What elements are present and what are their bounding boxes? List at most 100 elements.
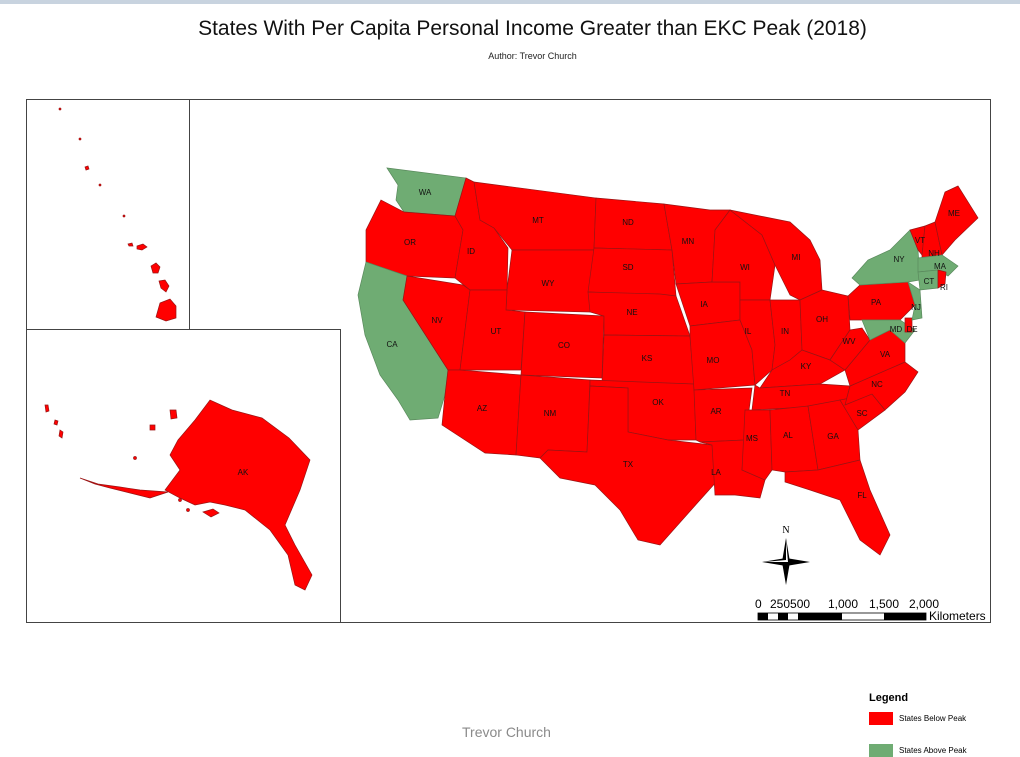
label-nc: NC <box>871 380 883 389</box>
label-ms: MS <box>746 434 758 443</box>
label-ar: AR <box>710 407 721 416</box>
label-ky: KY <box>801 362 812 371</box>
state-md <box>861 319 916 344</box>
window-top-border <box>0 0 1020 4</box>
state-hi-island <box>150 262 161 274</box>
label-ut: UT <box>491 327 502 336</box>
state-hi-island <box>84 165 90 171</box>
label-or: OR <box>404 238 416 247</box>
label-ia: IA <box>700 300 708 309</box>
label-ri: RI <box>940 283 948 292</box>
scale-bar: 0 250500 1,000 1,500 2,000 Kilometers <box>755 597 986 623</box>
state-ak-island <box>169 409 178 420</box>
label-ma: MA <box>934 262 947 271</box>
label-ne: NE <box>626 308 637 317</box>
label-wy: WY <box>542 279 556 288</box>
state-wy <box>505 249 595 313</box>
state-ar <box>693 387 753 443</box>
state-ak-island <box>178 498 182 502</box>
legend-swatch-above <box>869 744 893 757</box>
label-nv: NV <box>431 316 443 325</box>
state-me <box>934 185 979 256</box>
label-mt: MT <box>532 216 544 225</box>
state-ak-island <box>186 508 190 512</box>
legend-title: Legend <box>869 692 909 704</box>
legend-item-above: States Above Peak <box>869 744 967 757</box>
label-oh: OH <box>816 315 828 324</box>
label-il: IL <box>745 327 752 336</box>
map-author: Author: Trevor Church <box>488 51 577 61</box>
state-hi-island <box>136 243 148 251</box>
contiguous-us <box>357 167 979 556</box>
state-hi-island <box>98 183 102 187</box>
north-arrow-letter: N <box>782 525 789 536</box>
watermark-author: Trevor Church <box>462 724 551 740</box>
label-vt: VT <box>915 236 925 245</box>
label-tx: TX <box>623 460 634 469</box>
state-ia <box>675 281 741 327</box>
state-ak <box>164 399 313 591</box>
state-hi-island <box>78 137 82 141</box>
label-md: MD <box>890 325 903 334</box>
state-ak-island <box>53 419 59 426</box>
label-mo: MO <box>707 356 720 365</box>
label-de: DE <box>906 325 917 334</box>
state-ak-island <box>44 404 50 413</box>
state-hi-island <box>122 214 126 218</box>
legend-swatch-below <box>869 712 893 725</box>
label-id: ID <box>467 247 475 256</box>
label-ca: CA <box>386 340 398 349</box>
label-in: IN <box>781 327 789 336</box>
label-mn: MN <box>682 237 695 246</box>
label-fl: FL <box>857 491 867 500</box>
state-hi-island <box>158 279 170 293</box>
scale-tick-0: 0 <box>755 597 762 611</box>
state-ms <box>741 409 773 481</box>
north-arrow-icon: N <box>762 525 810 585</box>
label-wa: WA <box>419 188 432 197</box>
state-fl <box>784 459 891 556</box>
label-al: AL <box>783 431 793 440</box>
legend-label-above: States Above Peak <box>899 746 967 755</box>
state-ak-island <box>58 429 64 439</box>
label-la: LA <box>711 468 721 477</box>
label-ga: GA <box>827 432 839 441</box>
state-nj <box>907 281 923 321</box>
legend-item-below: States Below Peak <box>869 712 966 725</box>
state-ga <box>807 399 861 471</box>
state-ak-island <box>133 456 137 460</box>
label-tn: TN <box>780 389 791 398</box>
label-wi: WI <box>740 263 750 272</box>
scale-tick-1500: 1,500 <box>869 597 899 611</box>
label-nd: ND <box>622 218 634 227</box>
label-ks: KS <box>642 354 653 363</box>
state-hi-island <box>58 107 62 111</box>
state-ak-aleutians <box>79 477 169 499</box>
scale-tick-250500: 250500 <box>770 597 810 611</box>
state-ri <box>937 269 947 289</box>
alaska-state: AK <box>44 399 313 591</box>
state-hi-island <box>127 242 134 247</box>
label-co: CO <box>558 341 570 350</box>
scale-tick-1000: 1,000 <box>828 597 858 611</box>
state-ak-island <box>149 424 156 431</box>
state-labels: WA OR CA ID NV MT WY UT CO AZ NM ND SD N… <box>386 188 960 500</box>
label-ak: AK <box>238 468 249 477</box>
label-me: ME <box>948 209 960 218</box>
label-pa: PA <box>871 298 882 307</box>
label-sd: SD <box>622 263 633 272</box>
state-ak-kodiak <box>202 508 220 518</box>
label-ok: OK <box>652 398 664 407</box>
state-nc <box>844 361 919 411</box>
scale-tick-2000: 2,000 <box>909 597 939 611</box>
label-nh: NH <box>928 249 940 258</box>
scale-unit: Kilometers <box>929 609 986 623</box>
label-ct: CT <box>924 277 935 286</box>
state-wv <box>829 327 871 371</box>
label-mi: MI <box>792 253 801 262</box>
state-pa <box>847 281 916 321</box>
state-tx <box>539 385 719 546</box>
label-sc: SC <box>856 409 867 418</box>
state-hi-big-island <box>155 298 177 322</box>
